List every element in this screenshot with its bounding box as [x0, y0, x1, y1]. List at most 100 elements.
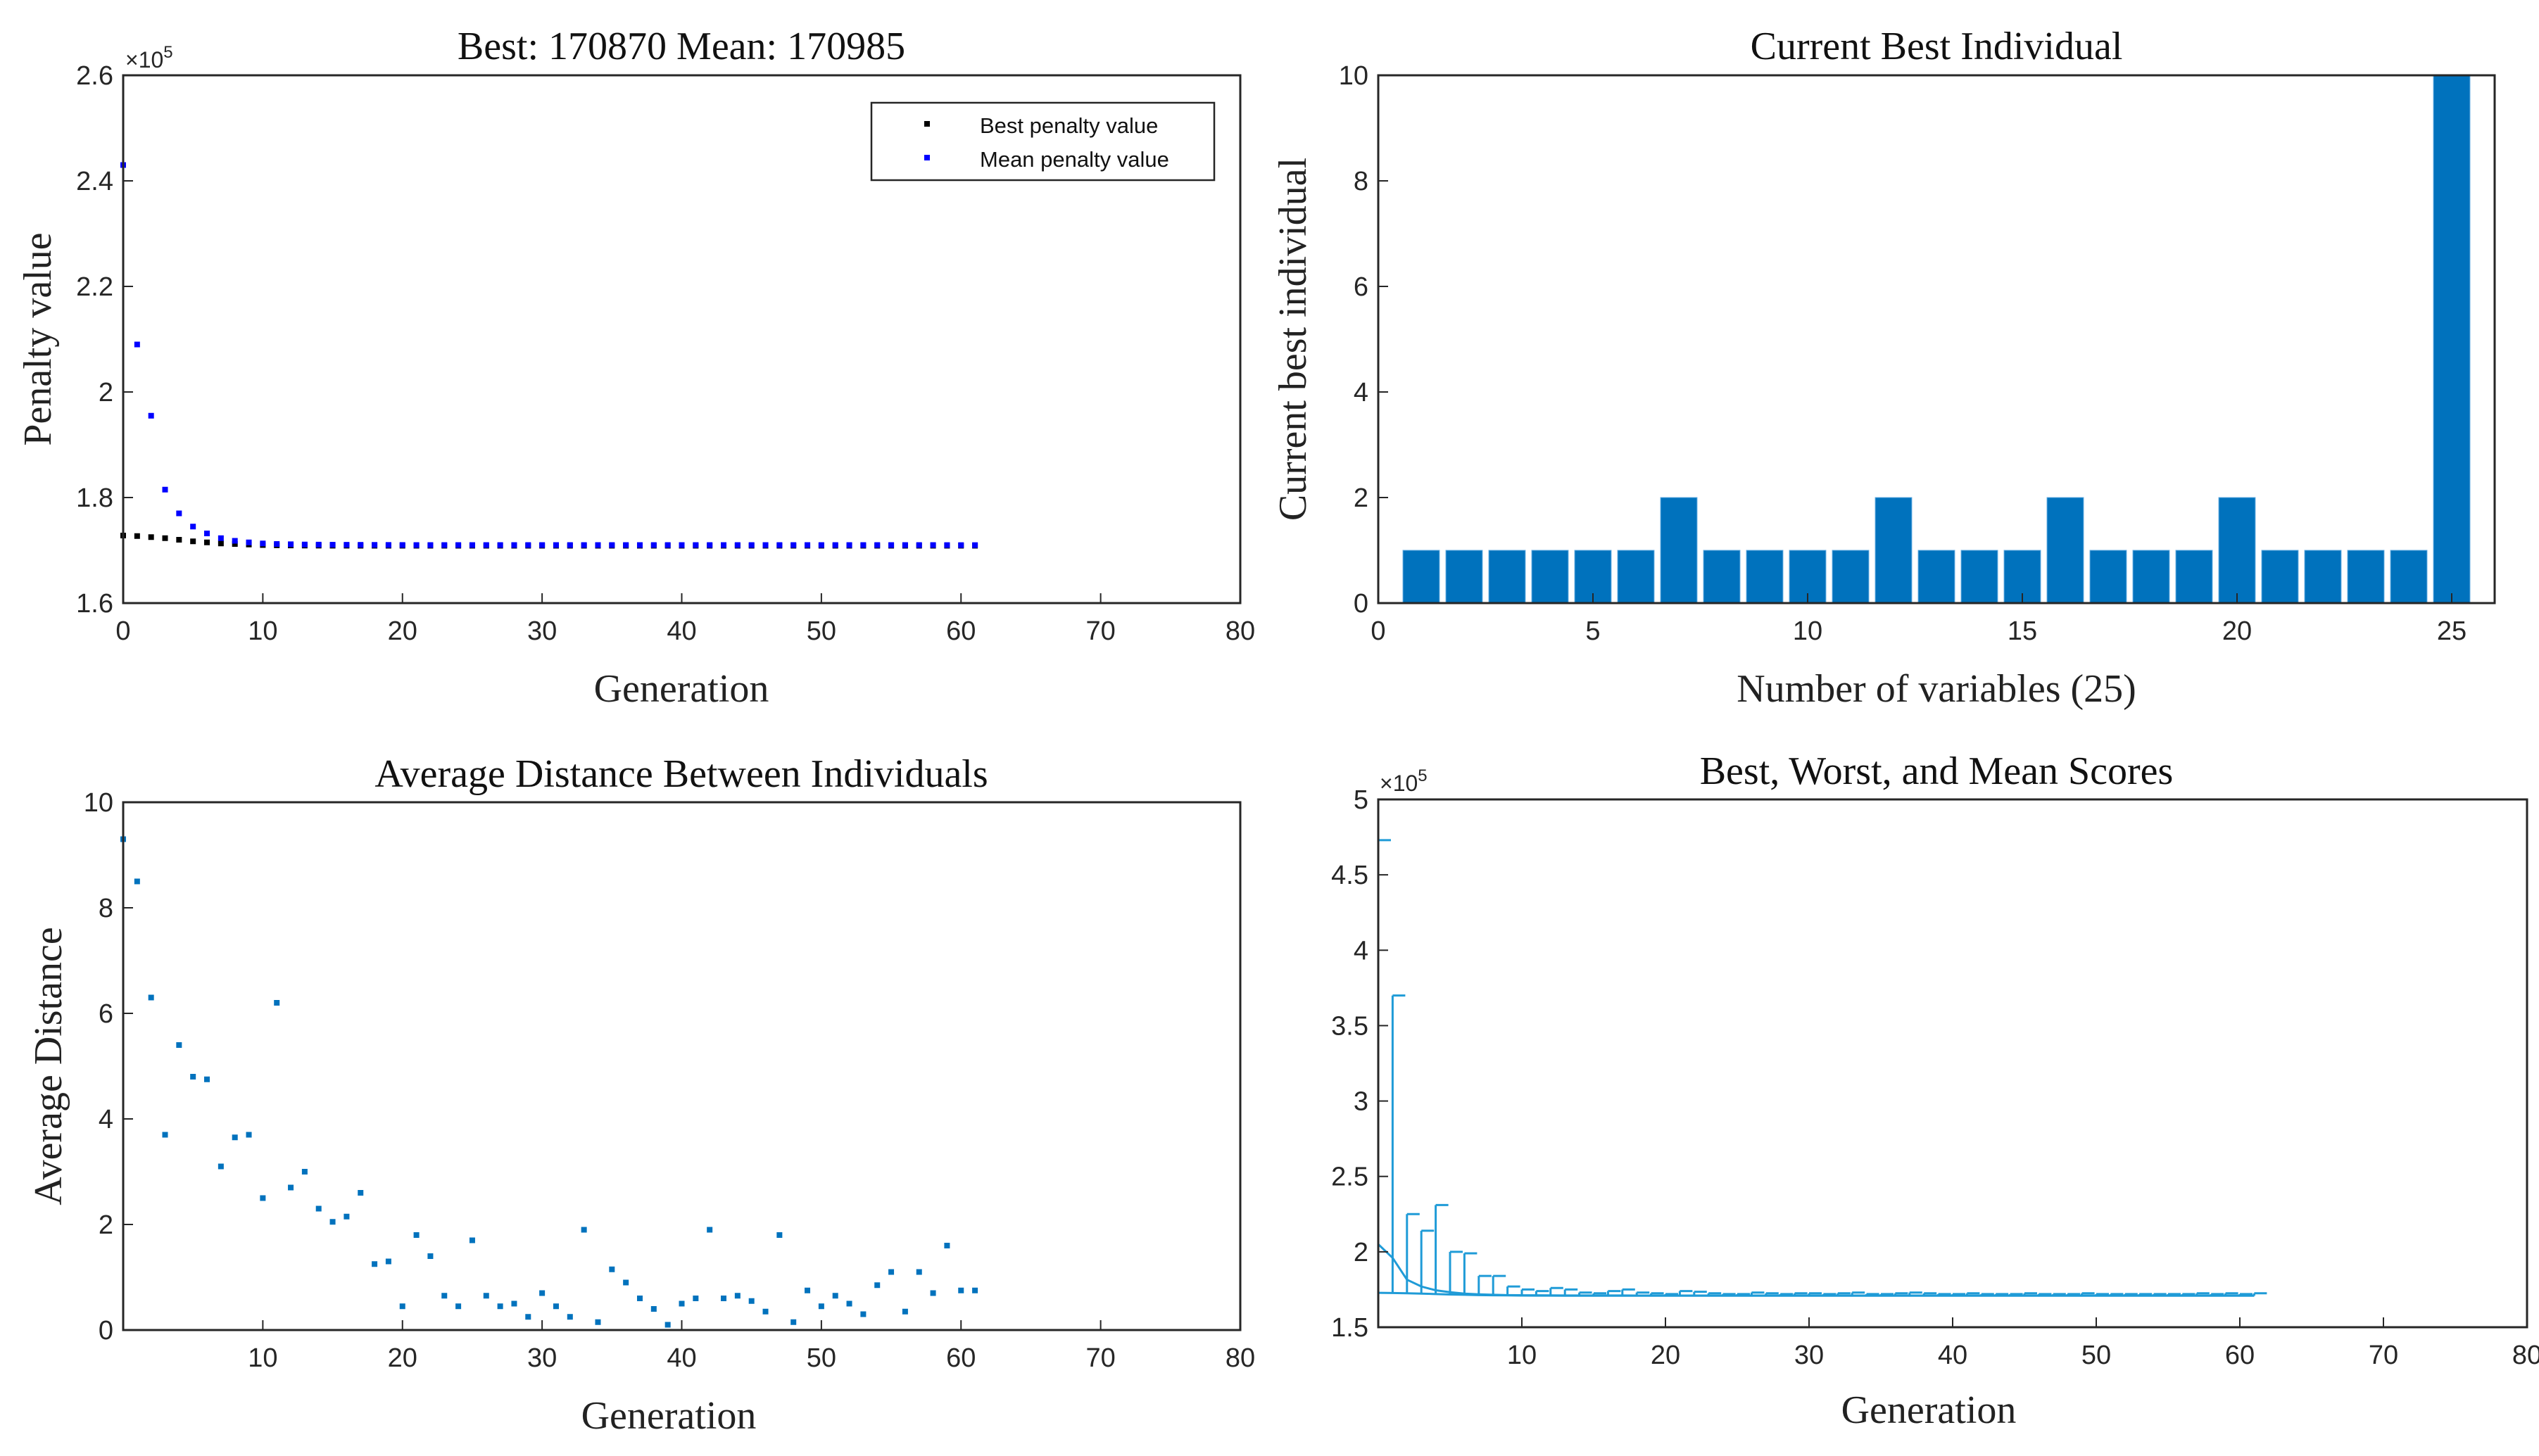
- penalty-point-best-penalty-value: [204, 539, 210, 545]
- scores-xtick-label: 30: [1794, 1341, 1824, 1370]
- penalty-point-mean-penalty-value: [525, 542, 531, 548]
- distance-xtick-label: 40: [667, 1343, 696, 1373]
- legend-mean-marker: [924, 155, 930, 160]
- penalty-point-mean-penalty-value: [748, 542, 755, 548]
- distance-point-average-distance: [707, 1227, 713, 1233]
- bestind-xtick-label: 15: [2008, 616, 2037, 646]
- distance-point-average-distance: [609, 1266, 615, 1272]
- penalty-legend-box: [870, 101, 1216, 182]
- bestind-ytick-label: 2: [1354, 483, 1368, 513]
- distance-point-average-distance: [288, 1184, 294, 1191]
- penalty-point-mean-penalty-value: [581, 542, 587, 548]
- distance-point-average-distance: [874, 1282, 881, 1289]
- bestind-ticks: 0 5 10 15 20 25 0 2 4 6 8 10: [1339, 61, 2466, 646]
- bestind-bar: [2046, 497, 2084, 604]
- distance-point-average-distance: [134, 878, 140, 885]
- bestind-xtick-label: 25: [2437, 616, 2466, 646]
- panel-best-individual: 0 5 10 15 20 25 0 2 4 6 8 10 Current Best Individua…: [1271, 25, 2496, 711]
- bestind-xtick-label: 0: [1371, 616, 1385, 646]
- distance-point-average-distance: [483, 1293, 489, 1299]
- distance-point-average-distance: [734, 1293, 741, 1299]
- distance-xlabel: Generation: [581, 1394, 757, 1438]
- bestind-bar: [1746, 550, 1784, 604]
- distance-point-average-distance: [427, 1253, 434, 1259]
- penalty-point-mean-penalty-value: [776, 542, 783, 548]
- distance-point-average-distance: [399, 1303, 405, 1310]
- penalty-ytick-label: 1.8: [76, 483, 113, 513]
- bestind-ytick-label: 10: [1339, 61, 1368, 91]
- distance-point-average-distance: [329, 1219, 336, 1225]
- penalty-xtick-label: 10: [248, 616, 277, 646]
- distance-point-average-distance: [944, 1243, 950, 1248]
- distance-title: Average Distance Between Individuals: [374, 752, 988, 796]
- distance-point-average-distance: [805, 1287, 811, 1293]
- penalty-ytick-label: 2.2: [76, 272, 113, 302]
- distance-point-average-distance: [315, 1205, 322, 1212]
- scores-xtick-label: 70: [2369, 1341, 2398, 1370]
- bestind-axes-box: [1377, 74, 2496, 604]
- scores-xtick-label: 80: [2512, 1341, 2539, 1370]
- bestind-bar: [1445, 550, 1483, 604]
- distance-point-average-distance: [162, 1132, 168, 1138]
- distance-ticks: 10 20 30 40 50 60 70 80 0 2 4 6 8 10: [84, 788, 1255, 1373]
- scores-xtick-label: 60: [2225, 1341, 2255, 1370]
- bestind-xtick-label: 20: [2222, 616, 2252, 646]
- penalty-point-mean-penalty-value: [734, 542, 741, 548]
- scores-xtick-label: 40: [1938, 1341, 1967, 1370]
- penalty-point-mean-penalty-value: [469, 542, 475, 548]
- penalty-point-mean-penalty-value: [301, 541, 308, 547]
- distance-xtick-label: 60: [946, 1343, 976, 1373]
- penalty-point-mean-penalty-value: [441, 542, 448, 548]
- distance-point-average-distance: [972, 1287, 978, 1293]
- scores-plot: [1377, 839, 2267, 1297]
- scores-xtick-label: 10: [1507, 1341, 1537, 1370]
- distance-point-average-distance: [190, 1074, 196, 1080]
- distance-point-average-distance: [413, 1232, 420, 1238]
- penalty-xtick-label: 50: [807, 616, 836, 646]
- distance-point-average-distance: [455, 1303, 462, 1310]
- penalty-point-mean-penalty-value: [805, 542, 811, 548]
- scores-ticks: 10 20 30 40 50 60 70 80 1.5 2 2.5 3 3.5 4 4.5 5: [1331, 785, 2539, 1370]
- legend-mean-label: Mean penalty value: [980, 147, 1169, 172]
- penalty-point-best-penalty-value: [218, 540, 224, 547]
- penalty-point-mean-penalty-value: [372, 542, 378, 548]
- distance-ytick-label: 8: [99, 894, 113, 923]
- penalty-point-mean-penalty-value: [693, 542, 699, 548]
- penalty-point-mean-penalty-value: [539, 542, 546, 548]
- penalty-point-mean-penalty-value: [162, 486, 168, 493]
- penalty-point-mean-penalty-value: [595, 542, 601, 548]
- penalty-point-mean-penalty-value: [232, 538, 238, 544]
- distance-point-average-distance: [650, 1306, 657, 1312]
- distance-point-average-distance: [497, 1303, 503, 1310]
- distance-ytick-label: 0: [99, 1316, 113, 1346]
- penalty-point-mean-penalty-value: [679, 542, 685, 548]
- penalty-point-mean-penalty-value: [832, 542, 838, 548]
- bestind-bar: [1660, 497, 1698, 604]
- penalty-point-best-penalty-value: [148, 534, 154, 540]
- distance-xtick-label: 70: [1085, 1343, 1115, 1373]
- distance-point-average-distance: [344, 1213, 350, 1220]
- penalty-point-mean-penalty-value: [497, 542, 503, 548]
- penalty-point-best-penalty-value: [176, 537, 182, 543]
- bestind-xtick-label: 5: [1585, 616, 1600, 646]
- distance-point-average-distance: [818, 1303, 824, 1310]
- distance-point-average-distance: [664, 1322, 671, 1328]
- distance-point-average-distance: [511, 1300, 517, 1307]
- distance-point-average-distance: [148, 994, 154, 1001]
- penalty-xtick-label: 20: [388, 616, 417, 646]
- distance-point-average-distance: [693, 1296, 699, 1301]
- bestind-ytick-label: 4: [1354, 378, 1368, 407]
- distance-point-average-distance: [721, 1296, 727, 1301]
- penalty-axes-box: [122, 74, 1242, 604]
- bestind-bar: [1617, 550, 1655, 604]
- distance-point-average-distance: [623, 1279, 629, 1286]
- penalty-point-mean-penalty-value: [818, 542, 824, 548]
- penalty-point-mean-penalty-value: [972, 542, 978, 548]
- distance-point-average-distance: [902, 1308, 908, 1315]
- penalty-point-mean-penalty-value: [358, 542, 364, 548]
- penalty-point-mean-penalty-value: [329, 542, 336, 548]
- distance-point-average-distance: [358, 1190, 364, 1196]
- bestind-xlabel: Number of variables (25): [1737, 667, 2136, 711]
- distance-point-average-distance: [748, 1298, 755, 1304]
